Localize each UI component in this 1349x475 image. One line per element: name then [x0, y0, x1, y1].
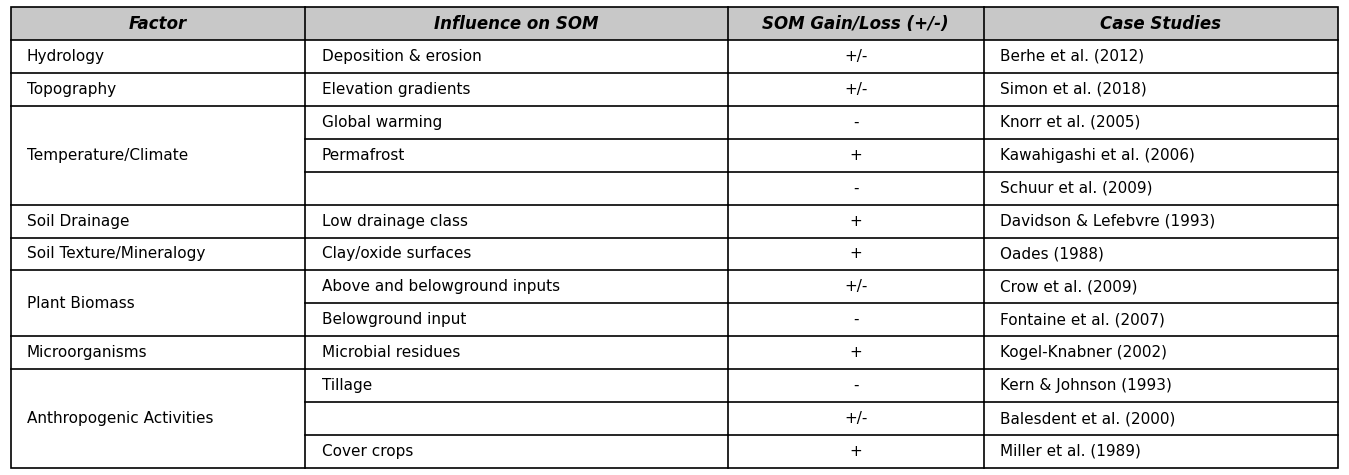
Text: Berhe et al. (2012): Berhe et al. (2012) [1000, 49, 1144, 64]
Text: Miller et al. (1989): Miller et al. (1989) [1000, 444, 1141, 459]
Text: +: + [850, 148, 862, 163]
Bar [11, 435, 1338, 468]
Bar [11, 205, 1338, 238]
Text: Fontaine et al. (2007): Fontaine et al. (2007) [1000, 312, 1164, 327]
Text: +: + [850, 444, 862, 459]
Text: +/-: +/- [844, 279, 867, 294]
Text: Schuur et al. (2009): Schuur et al. (2009) [1000, 180, 1152, 196]
Text: Low drainage class: Low drainage class [321, 214, 468, 228]
Text: +: + [850, 214, 862, 228]
Bar [11, 139, 1338, 171]
Text: Case Studies: Case Studies [1101, 15, 1221, 33]
Text: Anthropogenic Activities: Anthropogenic Activities [27, 411, 213, 426]
Bar [11, 171, 1338, 205]
Text: Temperature/Climate: Temperature/Climate [27, 148, 189, 163]
Text: Kern & Johnson (1993): Kern & Johnson (1993) [1000, 378, 1172, 393]
Text: Tillage: Tillage [321, 378, 372, 393]
Text: Deposition & erosion: Deposition & erosion [321, 49, 482, 64]
Bar [11, 304, 1338, 336]
Text: +/-: +/- [844, 49, 867, 64]
Bar [11, 7, 1338, 40]
Text: Simon et al. (2018): Simon et al. (2018) [1000, 82, 1147, 97]
Bar [11, 270, 1338, 304]
Bar [11, 106, 1338, 139]
Bar [11, 336, 1338, 369]
Text: +/-: +/- [844, 82, 867, 97]
Text: -: - [853, 312, 858, 327]
Text: Influence on SOM: Influence on SOM [434, 15, 599, 33]
Text: Microorganisms: Microorganisms [27, 345, 147, 360]
Text: Microbial residues: Microbial residues [321, 345, 460, 360]
Text: Belowground input: Belowground input [321, 312, 465, 327]
Text: Plant Biomass: Plant Biomass [27, 296, 135, 311]
Text: +/-: +/- [844, 411, 867, 426]
Text: Knorr et al. (2005): Knorr et al. (2005) [1000, 115, 1140, 130]
Text: -: - [853, 378, 858, 393]
Text: +: + [850, 345, 862, 360]
Text: Balesdent et al. (2000): Balesdent et al. (2000) [1000, 411, 1175, 426]
Text: -: - [853, 115, 858, 130]
Text: Oades (1988): Oades (1988) [1000, 247, 1103, 261]
Text: Topography: Topography [27, 82, 116, 97]
Bar [11, 238, 1338, 270]
Text: Above and belowground inputs: Above and belowground inputs [321, 279, 560, 294]
Bar [11, 40, 1338, 73]
Text: Kawahigashi et al. (2006): Kawahigashi et al. (2006) [1000, 148, 1195, 163]
Text: Global warming: Global warming [321, 115, 442, 130]
Text: Soil Texture/Mineralogy: Soil Texture/Mineralogy [27, 247, 205, 261]
Text: SOM Gain/Loss (+/-): SOM Gain/Loss (+/-) [762, 15, 948, 33]
Text: -: - [853, 180, 858, 196]
Text: Davidson & Lefebvre (1993): Davidson & Lefebvre (1993) [1000, 214, 1215, 228]
Text: Factor: Factor [130, 15, 188, 33]
Text: Elevation gradients: Elevation gradients [321, 82, 471, 97]
Bar [11, 369, 1338, 402]
Text: +: + [850, 247, 862, 261]
Bar [11, 73, 1338, 106]
Text: Kogel-Knabner (2002): Kogel-Knabner (2002) [1000, 345, 1167, 360]
Bar [11, 402, 1338, 435]
Text: Cover crops: Cover crops [321, 444, 413, 459]
Text: Permafrost: Permafrost [321, 148, 405, 163]
Text: Crow et al. (2009): Crow et al. (2009) [1000, 279, 1137, 294]
Text: Hydrology: Hydrology [27, 49, 105, 64]
Text: Clay/oxide surfaces: Clay/oxide surfaces [321, 247, 471, 261]
Text: Soil Drainage: Soil Drainage [27, 214, 130, 228]
